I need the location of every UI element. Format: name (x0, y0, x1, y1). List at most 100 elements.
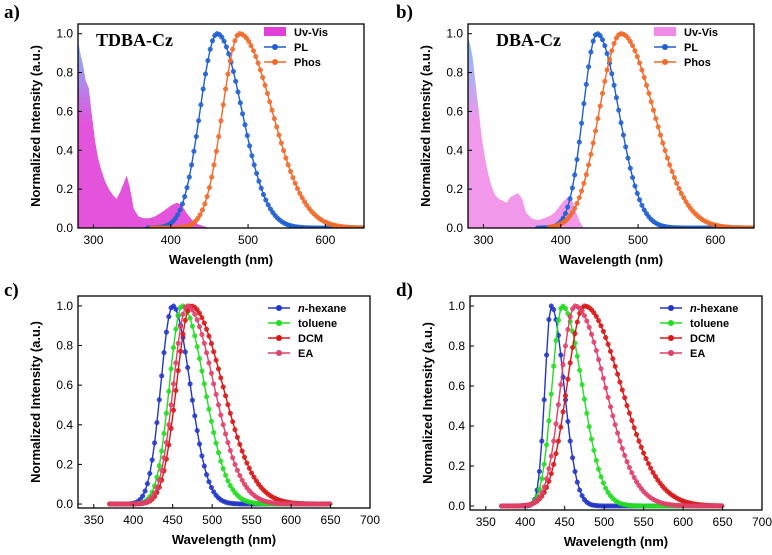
data-point (244, 460, 250, 466)
axes-frame (77, 295, 371, 509)
data-point (204, 350, 210, 356)
series-line (147, 32, 364, 228)
data-point (173, 326, 179, 332)
data-point (211, 381, 217, 387)
y-tick-label: 0.6 (56, 378, 73, 392)
data-point (572, 172, 578, 178)
data-point (262, 82, 268, 88)
data-point (615, 430, 621, 436)
data-point (602, 78, 608, 84)
y-tick-label: 0.6 (56, 104, 73, 118)
data-point (196, 324, 203, 330)
data-point (544, 476, 550, 482)
x-tick-label: 650 (321, 513, 341, 527)
data-point (595, 116, 601, 122)
data-point (216, 133, 222, 140)
data-point (255, 60, 261, 66)
data-point (593, 348, 599, 354)
data-point (565, 326, 571, 333)
data-point (598, 474, 604, 480)
legend-label: DCM (298, 333, 323, 345)
data-point (590, 38, 596, 44)
data-point (175, 212, 181, 218)
data-point (558, 424, 564, 430)
data-point (584, 318, 590, 324)
data-point (226, 51, 232, 57)
data-point (178, 324, 184, 330)
data-point (574, 200, 580, 207)
data-point (301, 199, 308, 205)
data-point (199, 368, 205, 374)
legend-label: Phos (294, 57, 321, 69)
data-point (211, 430, 217, 436)
data-point (248, 43, 254, 49)
data-point (156, 477, 162, 483)
data-point (294, 186, 301, 192)
data-point (241, 454, 248, 460)
data-point (263, 197, 269, 203)
data-point (170, 381, 177, 387)
x-tick-label: 450 (555, 515, 575, 529)
data-point (196, 441, 203, 447)
legend-label: PL (294, 42, 308, 54)
legend: Uv-Vis PL Phos (264, 27, 328, 69)
data-point (603, 485, 609, 491)
data-point (622, 452, 628, 458)
data-point (230, 419, 236, 425)
data-point (604, 67, 610, 73)
data-point (285, 162, 291, 168)
legend-label: PL (684, 42, 698, 54)
data-point (591, 447, 597, 453)
data-point (237, 473, 243, 479)
y-axis-label: Normalized Intensity (a.u.) (28, 45, 43, 207)
data-point (170, 345, 177, 351)
data-point (260, 74, 266, 81)
data-point (551, 363, 557, 369)
data-point (616, 107, 622, 113)
data-point (612, 363, 618, 369)
data-point (213, 440, 219, 446)
data-point (184, 185, 190, 191)
data-point (617, 438, 623, 444)
plot-area (468, 31, 754, 228)
data-point (159, 467, 165, 473)
data-point (206, 185, 212, 191)
data-point (220, 102, 226, 108)
data-point (223, 86, 229, 92)
data-point (223, 393, 229, 399)
x-tick-label: 400 (515, 515, 535, 529)
y-tick-label: 1.0 (56, 27, 73, 41)
data-point (220, 422, 226, 428)
data-point (225, 439, 231, 446)
legend: n-hexane toluene DCM EA (268, 303, 346, 360)
data-point (159, 373, 165, 379)
data-point (565, 204, 571, 210)
data-point (567, 196, 573, 202)
data-point (209, 38, 216, 44)
data-point (211, 349, 217, 355)
data-point (536, 468, 542, 475)
data-point (560, 362, 566, 368)
x-tick-label: 300 (83, 233, 103, 247)
data-point (562, 343, 569, 349)
x-tick-label: 700 (360, 513, 380, 527)
data-point (630, 43, 636, 49)
data-point (185, 365, 191, 371)
data-point (202, 71, 209, 77)
data-point (598, 323, 604, 329)
data-point (536, 486, 542, 492)
legend-marker (276, 305, 282, 311)
data-point (562, 305, 569, 312)
y-tick-label: 1.0 (448, 299, 465, 313)
data-point (567, 213, 573, 219)
legend-marker (668, 320, 674, 326)
data-point (239, 448, 245, 454)
data-point (622, 395, 628, 401)
data-point (591, 310, 597, 316)
data-point (572, 205, 578, 211)
x-tick-label: 600 (673, 515, 693, 529)
data-point (201, 340, 207, 346)
x-axis-label: Wavelength (nm) (564, 534, 668, 549)
data-point (581, 101, 587, 107)
data-point (194, 428, 200, 434)
